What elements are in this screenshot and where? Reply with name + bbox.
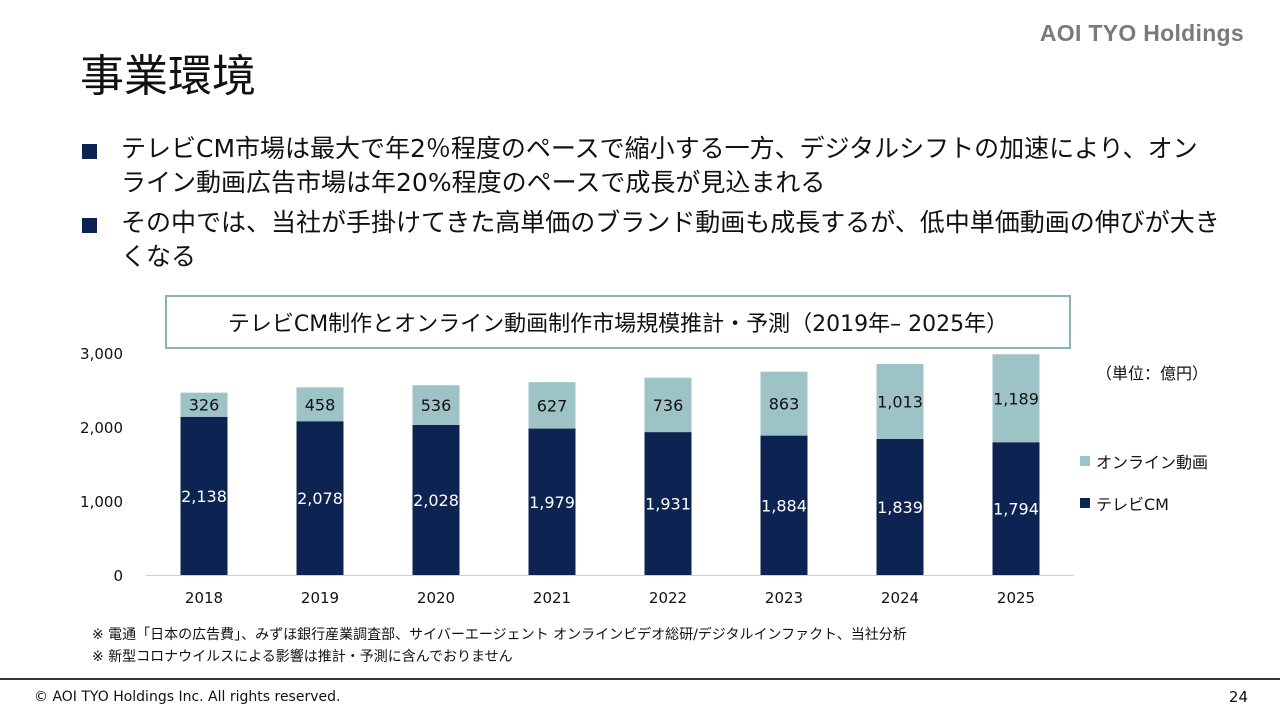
covid-note: ※ 新型コロナウイルスによる影響は推計・予測に含んでおりません [92,649,513,665]
bar-online [296,387,344,422]
data-label: 1,931 [645,495,691,514]
chart-legend: オンライン動画 テレビCM [1080,450,1208,534]
page-number: 24 [1228,688,1248,706]
data-label: 1,189 [993,389,1039,408]
x-tick-label: 2023 [765,589,803,607]
footer-divider [0,678,1280,680]
x-tick-label: 2025 [997,589,1035,607]
bar-tvcm [876,438,924,575]
legend-item-tvcm: テレビCM [1080,492,1208,514]
bar-online [992,354,1040,443]
data-label: 1,794 [993,500,1039,519]
y-tick-label: 0 [113,567,123,585]
x-tick-label: 2019 [301,589,339,607]
company-logo: AOI TYO Holdings [1039,20,1244,46]
bar-online [644,377,692,433]
data-label: 627 [537,396,568,415]
page-title: 事業環境 [80,51,256,102]
bar-online [412,385,460,425]
bar-tvcm [180,416,228,575]
bullet-item: テレビCM市場は最大で年2％程度のペースで縮小する一方、デジタルシフトの加速によ… [82,132,1222,200]
data-label: 1,013 [877,392,923,411]
bar-online [876,363,924,439]
source-note: ※ 電通「日本の広告費」、みずほ銀行産業調査部、サイバーエージェント オンライン… [92,627,907,643]
data-label: 2,078 [297,489,343,508]
data-label: 1,839 [877,498,923,517]
bar-online [528,382,576,429]
data-label: 458 [305,395,336,414]
copyright-text: © AOI TYO Holdings Inc. All rights reser… [34,689,341,705]
chart-unit-label: （単位：億円） [1096,364,1209,383]
data-label: 2,138 [181,487,227,506]
legend-item-online: オンライン動画 [1080,450,1208,472]
bar-tvcm [296,421,344,575]
data-label: 1,884 [761,496,807,515]
data-label: 326 [189,396,220,415]
bar-tvcm [992,442,1040,575]
legend-label-online: オンライン動画 [1096,453,1209,472]
legend-swatch-tvcm [1080,498,1090,508]
bar-tvcm [760,435,808,575]
bullet-item: その中では、当社が手掛けてきた高単価のブランド動画も成長するが、低中単価動画の伸… [82,206,1222,274]
bar-tvcm [412,424,460,575]
x-tick-label: 2020 [417,589,455,607]
bullet-text: テレビCM市場は最大で年2％程度のペースで縮小する一方、デジタルシフトの加速によ… [121,134,1198,197]
data-label: 863 [769,395,800,414]
chart-title: テレビCM制作とオンライン動画制作市場規模推計・予測（2019年– 2025年） [165,295,1071,349]
data-label: 736 [653,396,684,415]
bar-online [760,371,808,436]
x-tick-label: 2022 [649,589,687,607]
legend-swatch-online [1080,456,1090,466]
legend-label-tvcm: テレビCM [1096,495,1169,514]
bullet-text: その中では、当社が手掛けてきた高単価のブランド動画も成長するが、低中単価動画の伸… [121,208,1220,271]
bar-online [180,392,228,417]
bar-tvcm [528,428,576,575]
data-label: 1,979 [529,493,575,512]
x-tick-label: 2018 [185,589,223,607]
x-tick-label: 2024 [881,589,919,607]
y-tick-label: 2,000 [80,419,123,437]
bullet-square-icon [82,144,97,159]
y-tick-label: 3,000 [80,345,123,363]
source-notes: ※ 電通「日本の広告費」、みずほ銀行産業調査部、サイバーエージェント オンライン… [92,624,907,668]
bullet-list: テレビCM市場は最大で年2％程度のペースで縮小する一方、デジタルシフトの加速によ… [82,132,1222,280]
bar-tvcm [644,432,692,575]
y-tick-label: 1,000 [80,493,123,511]
x-tick-label: 2021 [533,589,571,607]
data-label: 536 [421,396,452,415]
data-label: 2,028 [413,491,459,510]
bullet-square-icon [82,218,97,233]
